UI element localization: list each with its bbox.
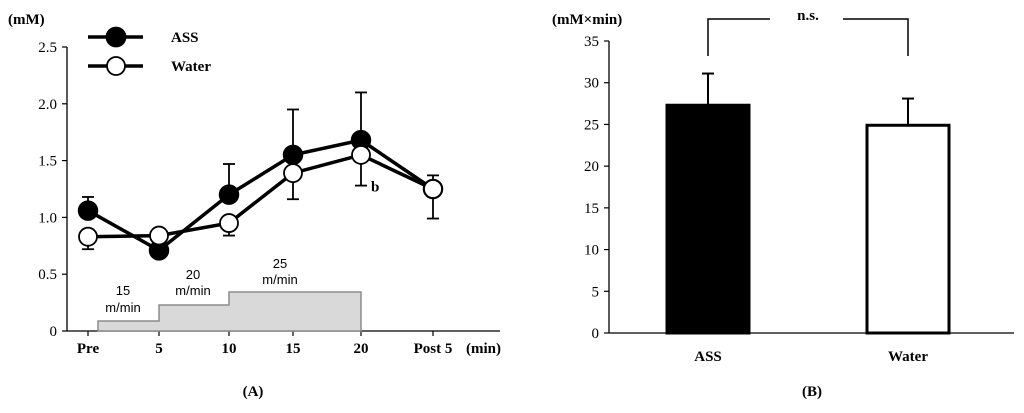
panel-a-line-chart: 0 0.5 1.0 1.5 2.0 2.5 Pre 5 10 15 20 Post 5 (mM) (min… bbox=[8, 12, 501, 400]
significance-bracket-left bbox=[707, 18, 770, 56]
speed-label-value: 15 bbox=[116, 283, 130, 298]
legend-label-water: Water bbox=[171, 59, 211, 75]
panel-label-b: (B) bbox=[802, 384, 822, 400]
legend-marker-water bbox=[106, 56, 126, 76]
speed-label-unit: m/min bbox=[175, 283, 210, 298]
data-point-ass bbox=[218, 184, 240, 205]
x-tick-label: ASS bbox=[694, 349, 722, 365]
speed-label-unit: m/min bbox=[262, 272, 297, 287]
x-tick-label: 15 bbox=[286, 341, 301, 357]
panel-label-a: (A) bbox=[243, 384, 264, 400]
data-point-water bbox=[283, 163, 303, 183]
x-tick-label: Post 5 bbox=[414, 341, 453, 357]
speed-label-value: 25 bbox=[273, 256, 287, 271]
data-point-ass bbox=[282, 144, 304, 166]
x-tick-label: 10 bbox=[222, 341, 237, 357]
significance-label: n.s. bbox=[797, 8, 819, 24]
panel-b-bar-chart: 0 5 10 15 20 25 30 35 (mM×min) ASS Water n.s. (B) bbox=[552, 8, 1014, 400]
y-tick-label: 0 bbox=[592, 326, 600, 342]
y-tick-label: 10 bbox=[584, 243, 599, 259]
y-tick-label: 35 bbox=[584, 34, 599, 50]
y-tick-label: 30 bbox=[584, 76, 599, 92]
x-tick-label: 5 bbox=[155, 341, 163, 357]
y-axis-label: (mM) bbox=[8, 12, 45, 28]
x-tick-label: Pre bbox=[77, 341, 100, 357]
data-point-water bbox=[78, 226, 98, 247]
x-axis-label: (min) bbox=[466, 341, 501, 357]
significance-bracket-right bbox=[843, 18, 909, 56]
y-tick-label: 1.5 bbox=[38, 154, 57, 170]
y-tick-label: 15 bbox=[584, 201, 599, 217]
data-point-water bbox=[149, 225, 169, 246]
legend-marker-ass bbox=[105, 26, 127, 48]
data-point-ass bbox=[77, 200, 99, 221]
y-tick-label: 2.0 bbox=[38, 97, 57, 113]
speed-protocol-staircase bbox=[97, 291, 362, 332]
x-tick-label: 20 bbox=[354, 341, 369, 357]
data-point-water bbox=[219, 213, 239, 233]
series-line-water bbox=[87, 153, 434, 239]
annotation-label: b bbox=[371, 180, 379, 196]
y-tick-label: 25 bbox=[584, 117, 599, 133]
x-tick-label: Water bbox=[888, 349, 928, 365]
bar-ass bbox=[665, 103, 751, 335]
y-tick-label: 20 bbox=[584, 159, 599, 175]
y-tick-label: 1.0 bbox=[38, 210, 57, 226]
speed-label-value: 20 bbox=[186, 267, 200, 282]
data-point-water bbox=[423, 179, 443, 199]
series-line-ass bbox=[87, 138, 434, 253]
y-tick-label: 0 bbox=[50, 324, 58, 340]
bar-water bbox=[865, 123, 951, 335]
speed-label-unit: m/min bbox=[105, 300, 140, 315]
y-tick-label: 5 bbox=[592, 284, 600, 300]
y-tick-label: 2.5 bbox=[38, 40, 57, 56]
y-axis-label: (mM×min) bbox=[552, 12, 622, 28]
y-tick-label: 0.5 bbox=[38, 267, 57, 283]
legend-label-ass: ASS bbox=[171, 30, 199, 46]
data-point-water bbox=[351, 145, 371, 165]
